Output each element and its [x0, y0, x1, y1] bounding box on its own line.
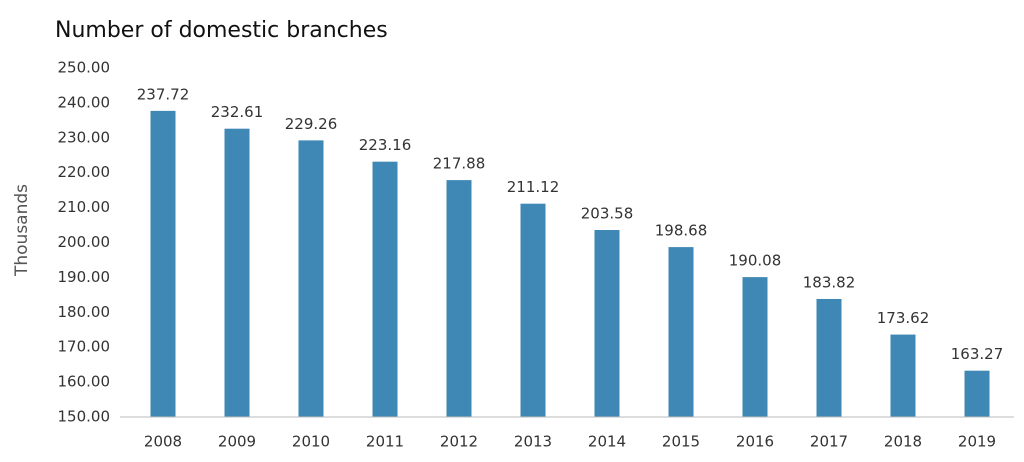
bar	[594, 230, 620, 417]
x-tick-label: 2015	[662, 433, 700, 451]
value-label: 232.61	[211, 103, 264, 121]
y-tick-label: 170.00	[58, 338, 111, 356]
x-tick-label: 2010	[292, 433, 330, 451]
bar	[224, 128, 250, 417]
value-label: 217.88	[433, 155, 486, 173]
value-label: 223.16	[359, 136, 412, 154]
value-label: 229.26	[285, 115, 338, 133]
value-label: 237.72	[137, 85, 190, 103]
chart-title: Number of domestic branches	[55, 18, 388, 43]
bar	[298, 140, 324, 417]
x-tick-label: 2008	[144, 433, 182, 451]
bar	[668, 247, 694, 417]
x-tick-label: 2011	[366, 433, 404, 451]
x-tick-label: 2019	[958, 433, 996, 451]
bar	[964, 370, 990, 417]
y-axis-label: Thousands	[12, 184, 32, 277]
bar	[150, 110, 176, 417]
y-tick-label: 150.00	[58, 408, 111, 426]
y-tick-label: 200.00	[58, 233, 111, 251]
y-tick-label: 240.00	[58, 93, 111, 111]
x-tick-label: 2012	[440, 433, 478, 451]
value-label: 163.27	[951, 345, 1004, 363]
value-label: 183.82	[803, 273, 856, 291]
value-label: 173.62	[877, 309, 930, 327]
bar	[816, 298, 842, 417]
bar	[520, 203, 546, 417]
y-tick-label: 210.00	[58, 198, 111, 216]
x-tick-label: 2018	[884, 433, 922, 451]
y-tick-label: 190.00	[58, 268, 111, 286]
x-tick-label: 2014	[588, 433, 626, 451]
y-tick-label: 220.00	[58, 163, 111, 181]
x-tick-label: 2009	[218, 433, 256, 451]
y-tick-label: 160.00	[58, 373, 111, 391]
x-tick-label: 2016	[736, 433, 774, 451]
value-label: 211.12	[507, 178, 560, 196]
y-tick-label: 250.00	[58, 59, 111, 77]
bar	[742, 277, 768, 417]
y-tick-label: 180.00	[58, 303, 111, 321]
y-tick-label: 230.00	[58, 128, 111, 146]
bar	[372, 161, 398, 417]
x-tick-label: 2017	[810, 433, 848, 451]
bar	[446, 180, 472, 417]
value-label: 198.68	[655, 222, 708, 240]
x-tick-label: 2013	[514, 433, 552, 451]
value-label: 203.58	[581, 205, 634, 223]
value-label: 190.08	[729, 252, 782, 270]
bar	[890, 334, 916, 417]
